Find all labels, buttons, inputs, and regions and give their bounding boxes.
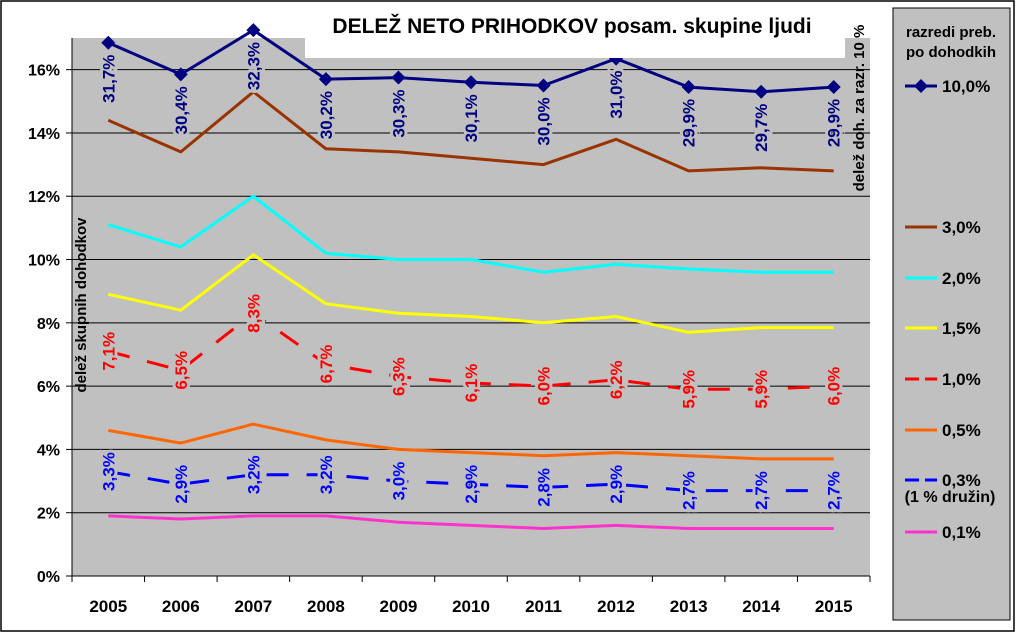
data-point xyxy=(754,84,769,99)
data-point xyxy=(246,23,261,38)
data-label: 2,8% xyxy=(535,468,554,507)
data-label: 2,9% xyxy=(172,465,191,504)
data-label: 2,9% xyxy=(607,465,626,504)
data-label: 31,0% xyxy=(607,70,626,118)
y-tick-label: 4% xyxy=(37,442,60,459)
data-label: 30,1% xyxy=(462,94,481,142)
data-label: 3,0% xyxy=(389,462,408,501)
x-tick-label: 2007 xyxy=(234,597,272,616)
data-label: 2,7% xyxy=(825,471,844,510)
legend-note: (1 % družin) xyxy=(905,489,996,506)
data-label: 30,0% xyxy=(535,97,554,145)
data-label: 6,5% xyxy=(172,351,191,390)
x-tick-label: 2008 xyxy=(307,597,345,616)
data-label: 3,2% xyxy=(244,455,263,494)
x-tick-label: 2006 xyxy=(162,597,200,616)
legend-marker xyxy=(914,79,928,93)
x-tick-label: 2009 xyxy=(380,597,418,616)
x-tick-label: 2014 xyxy=(742,597,780,616)
legend-label: 0,1% xyxy=(942,523,981,542)
legend-label: 1,5% xyxy=(942,319,981,338)
data-point xyxy=(681,80,696,95)
y-axis-label: delež skupnih dohodkov xyxy=(73,217,90,393)
axes: 0% 2% 4% 6% 8% 10% 12% 14% 16% 2005 2006 2007 2008 20… xyxy=(28,38,871,616)
data-point xyxy=(536,78,551,93)
y-tick-label: 12% xyxy=(28,189,60,206)
series-group xyxy=(101,23,841,530)
x-tick-label: 2012 xyxy=(597,597,635,616)
data-label: 6,7% xyxy=(317,345,336,384)
x-tick-label: 2015 xyxy=(815,597,853,616)
legend: 10,0% 3,0% 2,0% 1,5% 1,0% 0,5% 0,3% 0,1% xyxy=(905,77,990,542)
data-point xyxy=(464,75,478,90)
y-tick-label: 6% xyxy=(37,379,60,396)
legend-title-line-2: po dohodkih xyxy=(906,44,996,61)
data-label: 30,3% xyxy=(389,89,408,137)
x-tick-label: 2011 xyxy=(525,597,562,616)
y2-axis-label: delež doh. za razr. 10 % xyxy=(851,25,868,192)
data-label: 29,7% xyxy=(752,104,771,152)
data-label: 30,2% xyxy=(317,91,336,139)
series-line xyxy=(108,470,834,493)
data-label: 7,1% xyxy=(99,332,118,371)
data-label: 2,9% xyxy=(462,465,481,504)
data-label: 2,7% xyxy=(680,471,699,510)
series-line xyxy=(107,311,834,391)
data-point xyxy=(173,67,188,82)
y-tick-label: 8% xyxy=(37,316,60,333)
data-label: 5,9% xyxy=(752,370,771,409)
data-label: 5,9% xyxy=(680,370,699,409)
data-label: 6,0% xyxy=(535,367,554,406)
data-point xyxy=(826,80,841,95)
data-label: 6,2% xyxy=(607,360,626,399)
legend-label: 10,0% xyxy=(942,77,990,96)
series-line xyxy=(107,194,834,274)
data-point xyxy=(391,70,406,85)
series-line xyxy=(107,90,834,173)
x-tick-label: 2005 xyxy=(89,597,127,616)
data-label: 2,7% xyxy=(752,471,771,510)
data-label: 29,9% xyxy=(680,99,699,147)
data-point xyxy=(101,35,116,50)
data-label: 30,4% xyxy=(172,86,191,134)
y-tick-label: 14% xyxy=(28,126,60,143)
data-label: 3,2% xyxy=(317,455,336,494)
legend-label: 2,0% xyxy=(942,269,981,288)
y-tick-label: 16% xyxy=(28,63,60,80)
data-label: 8,3% xyxy=(244,294,263,333)
plot-area xyxy=(72,38,870,576)
data-point xyxy=(318,72,333,87)
y-tick-label: 10% xyxy=(28,253,60,270)
x-tick-label: 2013 xyxy=(670,597,708,616)
title-box xyxy=(305,4,845,58)
legend-title-line-1: razredi preb. xyxy=(906,24,996,41)
y-tick-label: 2% xyxy=(37,506,60,523)
data-label: 29,9% xyxy=(825,99,844,147)
legend-label: 0,3% xyxy=(942,471,981,490)
data-label: 31,7% xyxy=(99,55,118,103)
data-label: 32,3% xyxy=(244,42,263,90)
data-label: 6,1% xyxy=(462,364,481,403)
series-line xyxy=(108,422,834,461)
legend-label: 3,0% xyxy=(942,218,981,237)
legend-label: 0,5% xyxy=(942,421,981,440)
data-label: 6,0% xyxy=(825,367,844,406)
legend-label: 1,0% xyxy=(942,370,981,389)
data-label: 6,3% xyxy=(389,357,408,396)
series-line xyxy=(108,514,834,530)
data-labels: 31,7% 30,4% 32,3% 30,2% 30,3% 30,1% 30,0% 31,0%… xyxy=(96,39,846,513)
chart-title: DELEŽ NETO PRIHODKOV posam. skupine ljud… xyxy=(332,14,811,38)
legend-box xyxy=(892,7,1011,621)
series-line xyxy=(107,253,834,334)
x-tick-label: 2010 xyxy=(452,597,490,616)
y-tick-label: 0% xyxy=(37,569,60,586)
data-label: 3,3% xyxy=(99,452,118,491)
